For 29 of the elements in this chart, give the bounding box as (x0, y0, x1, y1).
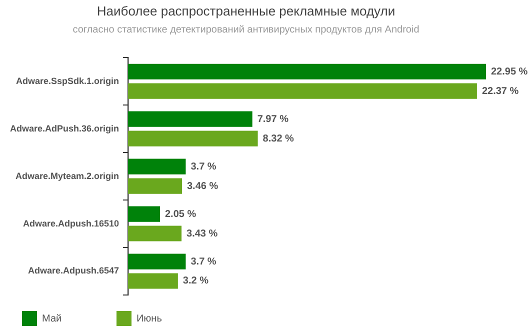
bar (128, 178, 182, 194)
y-tick-label: Adware.Adpush.6547 (28, 266, 120, 276)
data-label: 22.95 % (491, 66, 528, 78)
bar (128, 254, 186, 270)
data-label: 7.97 % (257, 114, 289, 125)
y-tick-label: Adware.AdPush.36.origin (10, 123, 120, 134)
data-label: 3.7 % (190, 256, 216, 268)
data-label: 3.46 % (186, 180, 218, 192)
legend-label: Июнь (136, 313, 201, 324)
legend-label: Май (42, 313, 100, 324)
bar (128, 111, 252, 127)
y-tick-label: Adware.Adpush.16510 (22, 218, 120, 228)
data-label: 2.05 % (164, 208, 196, 220)
bar (128, 273, 178, 289)
bar (128, 83, 477, 99)
chart-title: Наиболее распространенные рекламные модули (96, 3, 396, 18)
bar (128, 130, 258, 146)
data-label: 3.2 % (182, 276, 209, 287)
bar (128, 64, 486, 80)
data-label: 22.37 % (482, 86, 519, 97)
bar (128, 206, 160, 222)
data-label: 3.7 % (190, 161, 216, 172)
y-tick-label: Adware.SspSdk.1.origin (16, 76, 120, 86)
bar (128, 226, 182, 242)
chart-subtitle: согласно статистике детектирований антивирусных продуктов для Android (72, 24, 420, 36)
data-label: 3.43 % (186, 228, 218, 240)
y-tick-label: Adware.Myteam.2.origin (15, 170, 120, 181)
data-label: 8.32 % (262, 133, 294, 144)
bar (128, 158, 186, 174)
